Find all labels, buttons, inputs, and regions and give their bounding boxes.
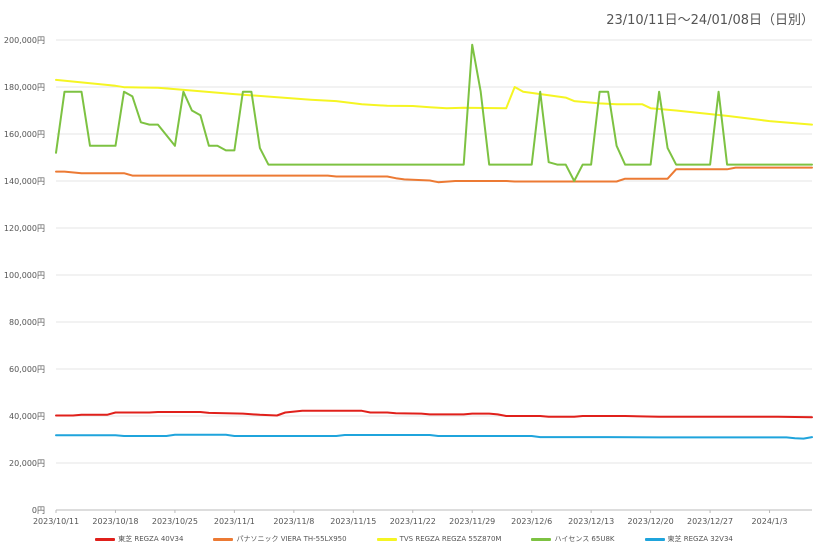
legend-item-1[interactable]: 東芝 REGZA 40V34 [95,534,183,544]
legend-item-3[interactable]: TVS REGZA REGZA 55Z870M [376,534,502,544]
chart-legend: 東芝 REGZA 40V34 パナソニック VIERA TH-55LX950 TVS… [0,534,828,544]
y-tick-label: 40,000円 [9,412,45,421]
y-tick-label: 20,000円 [9,459,45,468]
x-tick-label: 2023/11/22 [390,517,436,526]
y-tick-label: 0円 [32,506,45,515]
x-tick-label: 2023/12/13 [568,517,614,526]
x-tick-label: 2023/12/20 [628,517,674,526]
x-tick-label: 2023/11/29 [449,517,495,526]
legend-item-4[interactable]: ハイセンス 65U8K [531,534,615,544]
legend-item-2[interactable]: パナソニック VIERA TH-55LX950 [213,534,347,544]
x-tick-label: 2023/10/25 [152,517,198,526]
series-line-1 [55,409,813,419]
series-line-3 [55,78,813,126]
y-tick-label: 200,000円 [4,36,45,45]
x-tick-label: 2023/12/6 [511,517,552,526]
y-tick-label: 160,000円 [4,130,45,139]
y-tick-label: 180,000円 [4,83,45,92]
series-line-5 [55,433,813,440]
x-tick-label: 2023/10/18 [92,517,138,526]
series-line-4 [55,43,813,182]
legend-label: パナソニック VIERA TH-55LX950 [236,535,347,543]
chart-date-range: 23/10/11日～24/01/08日（日別） [606,13,814,28]
y-tick-label: 100,000円 [4,271,45,280]
legend-label: 東芝 REGZA 32V34 [667,535,733,543]
x-tick-label: 2023/12/27 [687,517,733,526]
legend-swatch [644,537,665,541]
legend-swatch [376,537,397,541]
y-tick-label: 60,000円 [9,365,45,374]
x-tick-label: 2023/11/1 [214,517,255,526]
x-tick-label: 2023/11/15 [330,517,376,526]
legend-label: TVS REGZA REGZA 55Z870M [399,535,502,543]
series-line-2 [55,166,813,184]
legend-item-5[interactable]: 東芝 REGZA 32V34 [644,534,733,544]
legend-swatch [95,537,116,541]
x-tick-label: 2024/1/3 [752,517,788,526]
y-tick-label: 140,000円 [4,177,45,186]
legend-label: ハイセンス 65U8K [554,535,615,543]
x-tick-label: 2023/10/11 [33,517,79,526]
y-tick-label: 80,000円 [9,318,45,327]
legend-swatch [213,537,234,541]
legend-swatch [531,537,552,541]
x-tick-label: 2023/11/8 [273,517,314,526]
y-tick-label: 120,000円 [4,224,45,233]
legend-label: 東芝 REGZA 40V34 [118,535,184,543]
